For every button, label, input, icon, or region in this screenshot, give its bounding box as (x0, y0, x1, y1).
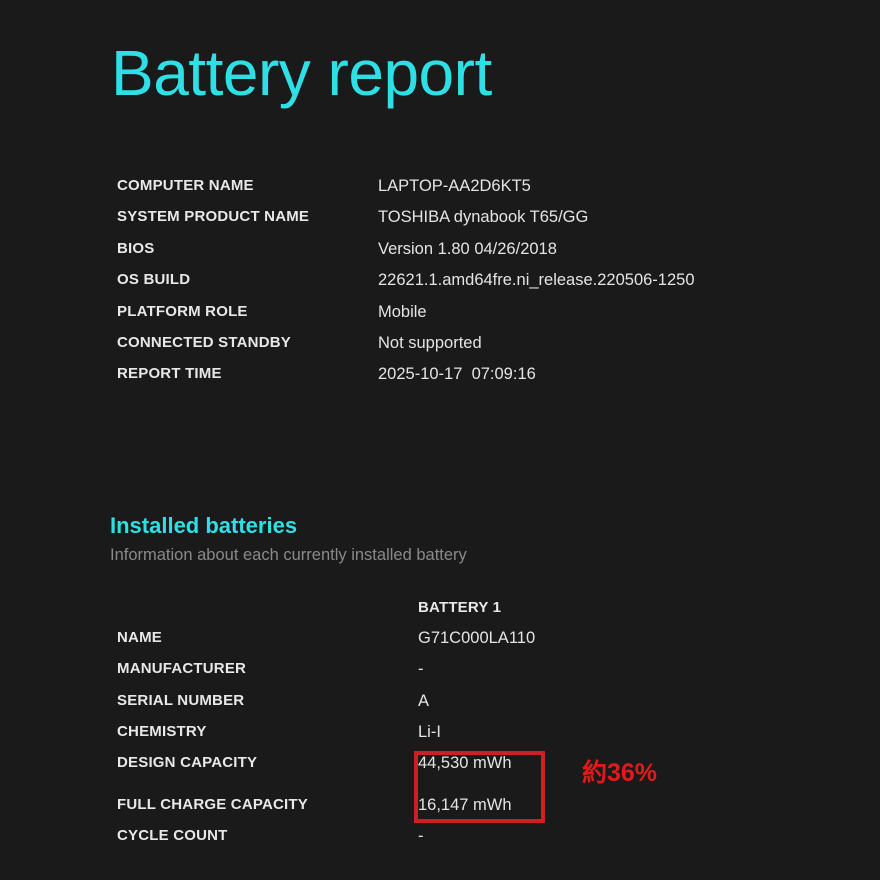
section-title: Installed batteries (110, 513, 298, 538)
battery-details-table: BATTERY 1 NAME G71C000LA110 MANUFACTURER… (117, 598, 817, 858)
table-row: CHEMISTRY Li-I (117, 722, 817, 753)
section-subtitle: Information about each currently install… (110, 546, 467, 564)
battery-value-design-capacity: 44,530 mWh (418, 754, 512, 773)
table-row: CONNECTED STANDBY Not supported (117, 333, 817, 364)
table-row: SYSTEM PRODUCT NAME TOSHIBA dynabook T65… (117, 207, 817, 238)
battery-label-chemistry: CHEMISTRY (117, 722, 207, 740)
info-value-platform-role: Mobile (378, 302, 427, 321)
battery-label-manufacturer: MANUFACTURER (117, 660, 247, 678)
capacity-percentage-annotation: 約36% (582, 759, 658, 787)
info-label-report-time: REPORT TIME (117, 365, 222, 383)
info-value-bios: Version 1.80 04/26/2018 (378, 239, 557, 258)
info-value-computer-name: LAPTOP-AA2D6KT5 (378, 177, 531, 195)
battery-value-full-charge-capacity: 16,147 mWh (418, 796, 512, 815)
battery-label-design-capacity: DESIGN CAPACITY (117, 754, 258, 772)
table-row: REPORT TIME 2025-10-17 07:09:16 (117, 364, 817, 395)
table-row: OS BUILD 22621.1.amd64fre.ni_release.220… (117, 270, 817, 301)
battery-value-chemistry: Li-I (418, 722, 441, 741)
table-row: DESIGN CAPACITY 44,530 mWh (117, 753, 817, 795)
info-value-report-time: 2025-10-17 07:09:16 (378, 365, 536, 384)
table-header-row: BATTERY 1 (117, 598, 817, 628)
info-label-bios: BIOS (117, 239, 155, 257)
battery-value-name: G71C000LA110 (418, 629, 536, 647)
info-value-system-product-name: TOSHIBA dynabook T65/GG (378, 208, 589, 227)
battery-label-serial-number: SERIAL NUMBER (117, 691, 245, 709)
installed-batteries-section-header: Installed batteries Information about ea… (110, 512, 467, 565)
info-label-connected-standby: CONNECTED STANDBY (117, 333, 291, 351)
table-row: FULL CHARGE CAPACITY 16,147 mWh (117, 795, 817, 826)
info-value-connected-standby: Not supported (378, 333, 482, 352)
system-info-table: COMPUTER NAME LAPTOP-AA2D6KT5 SYSTEM PRO… (117, 176, 817, 396)
battery-label-name: NAME (117, 629, 162, 646)
table-row: NAME G71C000LA110 (117, 628, 817, 659)
info-label-system-product-name: SYSTEM PRODUCT NAME (117, 208, 310, 226)
table-row: BIOS Version 1.80 04/26/2018 (117, 239, 817, 270)
battery-label-full-charge-capacity: FULL CHARGE CAPACITY (117, 796, 308, 814)
battery-value-cycle-count: - (418, 827, 424, 846)
table-row: PLATFORM ROLE Mobile (117, 302, 817, 333)
table-row: SERIAL NUMBER A (117, 691, 817, 722)
info-value-os-build: 22621.1.amd64fre.ni_release.220506-1250 (378, 271, 695, 290)
page-title: Battery report (111, 37, 492, 109)
battery-value-serial-number: A (418, 691, 430, 710)
battery-label-cycle-count: CYCLE COUNT (117, 827, 228, 845)
info-label-platform-role: PLATFORM ROLE (117, 302, 248, 320)
info-label-computer-name: COMPUTER NAME (117, 177, 254, 194)
table-row: COMPUTER NAME LAPTOP-AA2D6KT5 (117, 176, 817, 207)
column-header-battery-1: BATTERY 1 (418, 599, 502, 616)
table-row: CYCLE COUNT - (117, 826, 817, 857)
table-row: MANUFACTURER - (117, 659, 817, 690)
battery-value-manufacturer: - (418, 660, 424, 679)
info-label-os-build: OS BUILD (117, 271, 191, 289)
